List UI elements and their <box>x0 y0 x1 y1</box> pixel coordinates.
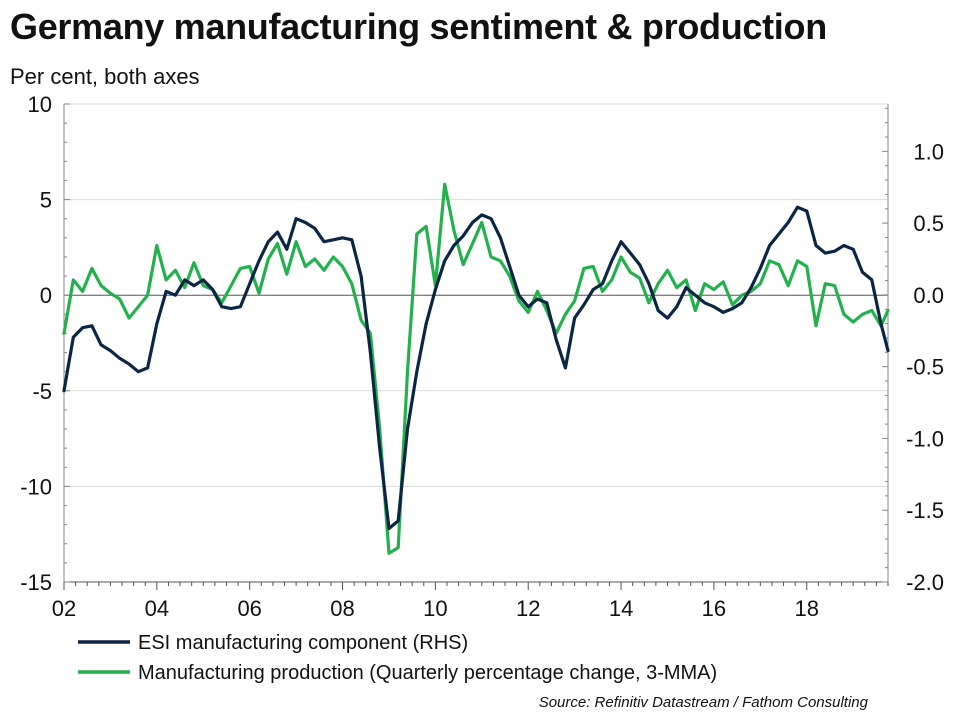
left-tick-label: 0 <box>40 283 52 308</box>
legend-label-1: Manufacturing production (Quarterly perc… <box>138 662 717 684</box>
left-tick-label: -10 <box>20 474 52 499</box>
series-line-1 <box>62 182 890 555</box>
x-tick-label: 18 <box>795 596 819 621</box>
axes <box>63 103 889 590</box>
series-lines <box>62 182 890 555</box>
right-tick-label: 0.5 <box>913 211 944 236</box>
left-tick-label: -5 <box>32 379 52 404</box>
right-axis-ticks: 1.0 0.5 0.0 -0.5 -1.0 -1.5 -2.0 <box>906 139 944 595</box>
x-axis-ticks: 02 04 06 08 10 12 14 16 18 <box>52 596 819 621</box>
right-tick-label: -1.0 <box>906 426 944 451</box>
x-tick-label: 02 <box>52 596 76 621</box>
right-tick-label: -2.0 <box>906 570 944 595</box>
right-tick-label: -1.5 <box>906 498 944 523</box>
gridlines <box>64 103 888 583</box>
right-tick-label: -0.5 <box>906 355 944 380</box>
left-tick-label: 5 <box>40 188 52 213</box>
chart-title: Germany manufacturing sentiment & produc… <box>10 6 827 47</box>
series-line-0 <box>62 205 890 531</box>
legend-label-0: ESI manufacturing component (RHS) <box>138 632 468 654</box>
left-tick-label: -15 <box>20 570 52 595</box>
left-axis-ticks: 10 5 0 -5 -10 -15 <box>20 92 52 595</box>
x-tick-label: 04 <box>145 596 169 621</box>
x-tick-label: 14 <box>609 596 633 621</box>
left-tick-label: 10 <box>28 92 52 117</box>
right-tick-label: 0.0 <box>913 283 944 308</box>
x-tick-label: 16 <box>702 596 726 621</box>
source-note: Source: Refinitiv Datastream / Fathom Co… <box>538 694 868 711</box>
chart-subtitle: Per cent, both axes <box>10 64 200 89</box>
x-tick-label: 10 <box>423 596 447 621</box>
right-tick-label: 1.0 <box>913 139 944 164</box>
legend: ESI manufacturing component (RHS) Manufac… <box>78 632 717 684</box>
x-tick-label: 12 <box>516 596 540 621</box>
x-tick-label: 08 <box>330 596 354 621</box>
x-tick-label: 06 <box>237 596 261 621</box>
